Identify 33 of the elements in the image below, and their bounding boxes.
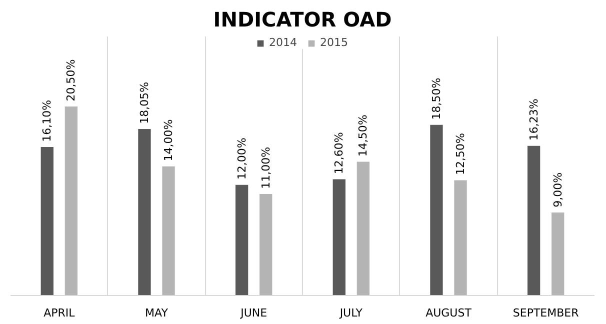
data-label: 11,00% (259, 146, 272, 189)
data-label: 18,05% (138, 82, 151, 124)
bar (430, 124, 443, 296)
data-label: 16,23% (527, 98, 540, 141)
chart-title: INDICATOR OAD (213, 8, 392, 32)
data-label: 14,00% (162, 119, 176, 162)
bar (332, 179, 346, 296)
bar (552, 212, 564, 296)
data-label: 14,50% (356, 114, 370, 157)
legend-label: 2015 (320, 36, 348, 49)
data-label: 12,50% (454, 133, 468, 176)
legend-label: 2014 (269, 36, 297, 49)
bar (454, 180, 467, 296)
x-tick-label: MAY (145, 306, 168, 320)
bar (40, 147, 54, 296)
bar (138, 129, 151, 296)
data-label: 9,00% (551, 172, 564, 208)
bar (260, 194, 272, 296)
bar (64, 106, 78, 296)
data-label: 12,00% (235, 138, 248, 180)
x-tick-label: AUGUST (426, 306, 472, 320)
x-tick-label: SEPTEMBER (512, 306, 580, 320)
x-tick-label: JUNE (240, 306, 268, 320)
data-label: 16,10% (40, 100, 54, 142)
bar (527, 146, 540, 296)
x-tick-label: JULY (338, 306, 363, 320)
bar (235, 184, 248, 296)
x-tick-label: APRIL (44, 306, 76, 320)
data-label: 12,60% (332, 132, 346, 174)
data-label: 20,50% (64, 59, 78, 102)
data-label: 18,50% (430, 78, 443, 120)
bar (162, 166, 175, 296)
bar (356, 162, 370, 296)
